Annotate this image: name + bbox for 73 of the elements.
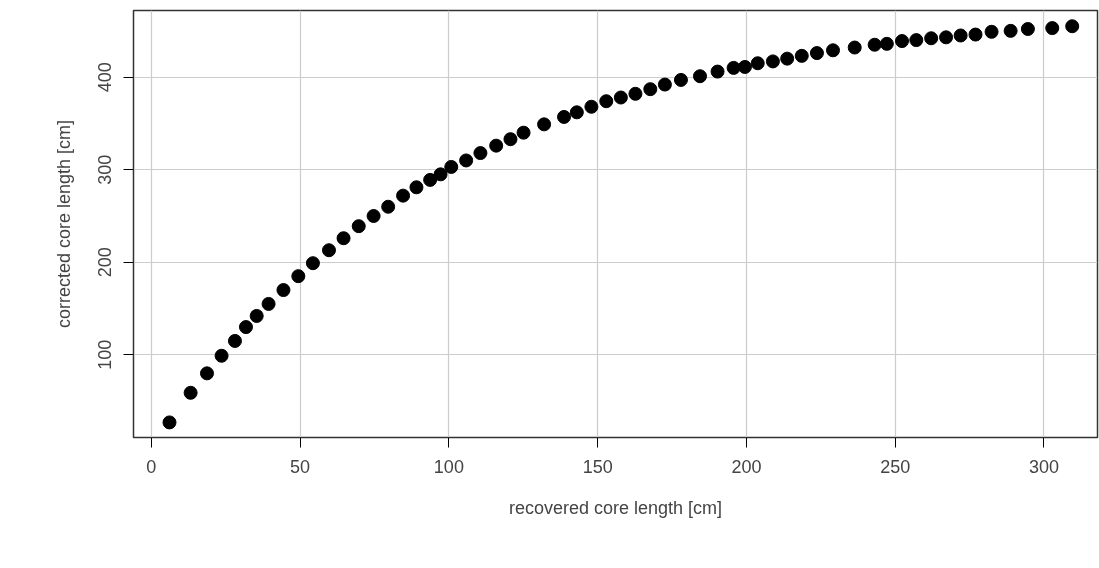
point: [305, 256, 320, 271]
point: [909, 33, 924, 48]
point: [794, 48, 809, 63]
point: [628, 86, 643, 101]
point: [489, 138, 504, 153]
y-tick-label: 100: [95, 339, 116, 370]
point: [261, 296, 276, 311]
y-tick-label: 400: [95, 62, 116, 93]
point: [879, 36, 894, 51]
point: [968, 27, 983, 42]
point: [809, 46, 824, 61]
point: [396, 188, 411, 203]
point: [1020, 22, 1035, 36]
point: [613, 90, 628, 105]
point: [444, 159, 459, 174]
point: [433, 167, 448, 182]
point: [710, 64, 725, 79]
point: [737, 59, 752, 74]
point: [867, 37, 882, 52]
point: [984, 24, 999, 39]
point: [238, 320, 253, 335]
point: [336, 231, 351, 246]
point: [765, 54, 780, 69]
point: [423, 172, 438, 187]
point: [276, 283, 291, 298]
point: [584, 99, 599, 114]
point: [657, 77, 672, 92]
point: [569, 105, 584, 120]
x-tick-label: 150: [582, 456, 613, 477]
x-tick-label: 300: [1028, 456, 1059, 477]
point: [381, 199, 396, 214]
point: [643, 82, 658, 97]
point: [673, 72, 688, 87]
point: [895, 34, 910, 49]
point: [924, 31, 939, 46]
point: [1045, 21, 1060, 36]
x-tick-label: 100: [433, 456, 464, 477]
point: [939, 30, 954, 45]
point: [162, 415, 177, 430]
point: [826, 43, 840, 58]
point: [693, 69, 707, 84]
point: [726, 60, 741, 75]
point: [366, 209, 381, 223]
point: [351, 219, 366, 234]
point: [503, 132, 518, 147]
point: [1003, 23, 1018, 38]
point: [537, 117, 552, 132]
point: [214, 348, 229, 363]
point: [409, 180, 424, 195]
point: [780, 51, 795, 66]
x-tick-label: 0: [146, 456, 157, 477]
point: [291, 269, 306, 284]
point: [459, 153, 474, 168]
point: [599, 94, 614, 109]
x-tick-label: 200: [731, 456, 762, 477]
y-tick-label: 300: [95, 154, 116, 185]
point: [557, 109, 572, 124]
point: [227, 333, 242, 348]
point: [321, 243, 336, 258]
point: [953, 28, 968, 43]
y-axis-title: corrected core length [cm]: [53, 119, 74, 329]
point: [847, 40, 862, 55]
point: [1065, 19, 1080, 34]
point: [516, 125, 531, 140]
point: [750, 56, 765, 71]
x-tick-label: 50: [290, 456, 311, 477]
x-tick-label: 250: [880, 456, 911, 477]
point: [249, 308, 264, 323]
x-axis-title: recovered core length [cm]: [508, 497, 723, 518]
point: [183, 385, 198, 400]
point: [199, 366, 214, 381]
point: [473, 146, 488, 161]
y-tick-label: 200: [95, 247, 116, 278]
